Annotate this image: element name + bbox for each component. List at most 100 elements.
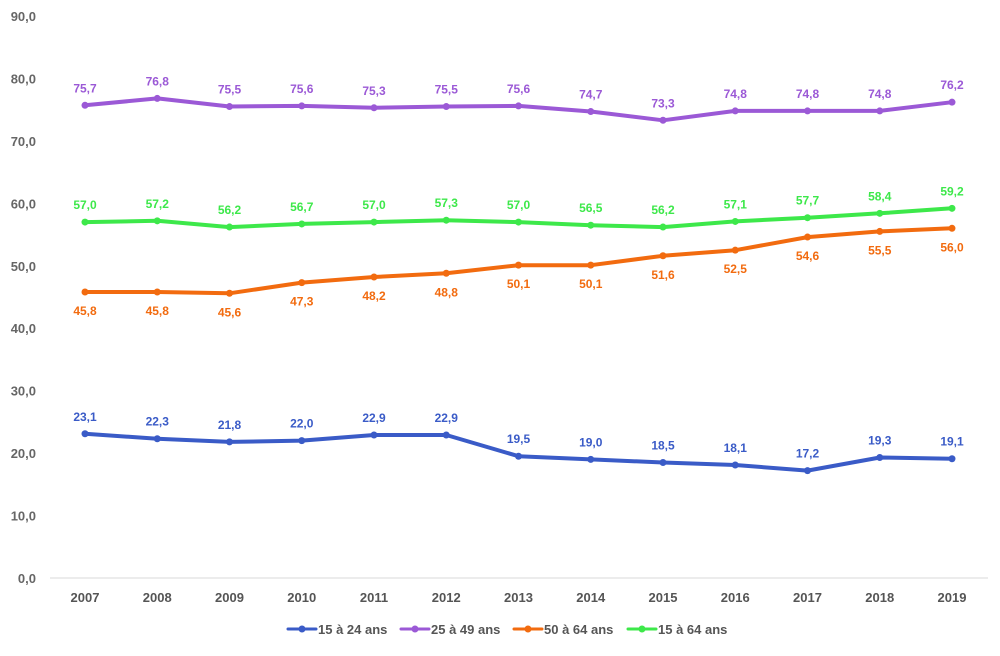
legend-item: 50 à 64 ans	[512, 622, 613, 637]
y-tick-label: 10,0	[11, 509, 36, 524]
x-tick-label: 2010	[287, 590, 316, 605]
data-point	[876, 209, 884, 217]
data-point	[948, 224, 956, 232]
series-layer: 23,1 22,3 21,8 22,0 22,9 22,9 19,5 19,0 18,5 18,1…	[73, 74, 964, 475]
data-point	[370, 218, 378, 226]
data-point	[370, 273, 378, 281]
data-point	[153, 94, 161, 102]
data-label: 19,5	[507, 432, 531, 446]
data-label: 19,0	[579, 435, 603, 449]
data-point	[804, 233, 811, 241]
data-label: 21,8	[218, 418, 242, 432]
data-label: 54,6	[796, 249, 820, 263]
data-label: 52,5	[724, 262, 748, 276]
data-label: 75,3	[362, 84, 386, 98]
data-label: 48,8	[435, 285, 459, 299]
data-label: 76,8	[146, 74, 170, 88]
series-1: 23,1 22,3 21,8 22,0 22,9 22,9 19,5 19,0 18,5 18,1…	[73, 410, 964, 475]
y-tick-label: 40,0	[11, 321, 36, 336]
data-label: 57,2	[146, 197, 170, 211]
data-point	[659, 223, 667, 231]
y-tick-label: 70,0	[11, 134, 36, 149]
data-point	[153, 288, 161, 296]
legend-label: 15 à 64 ans	[658, 622, 727, 637]
data-point	[948, 455, 956, 463]
y-tick-label: 50,0	[11, 259, 36, 274]
data-point	[370, 431, 378, 439]
data-label: 58,4	[868, 189, 892, 203]
y-tick-label: 80,0	[11, 71, 36, 86]
data-point	[948, 98, 956, 106]
y-axis: 0,0 10,0 20,0 30,0 40,0 50,0 60,0 70,0 80,0 90,0	[11, 9, 36, 586]
x-tick-label: 2014	[576, 590, 606, 605]
data-label: 23,1	[73, 410, 97, 424]
data-point	[731, 246, 739, 254]
data-label: 59,2	[940, 184, 964, 198]
x-tick-label: 2018	[865, 590, 894, 605]
data-point	[804, 107, 811, 115]
data-label: 74,8	[796, 87, 820, 101]
data-point	[804, 214, 811, 222]
data-point	[587, 221, 595, 229]
data-point	[876, 453, 884, 461]
data-label: 74,8	[868, 87, 892, 101]
data-point	[515, 218, 522, 226]
x-tick-label: 2015	[649, 590, 678, 605]
data-label: 75,7	[73, 81, 97, 95]
data-point	[370, 104, 378, 112]
data-label: 22,3	[146, 415, 170, 429]
data-label: 55,5	[868, 243, 892, 257]
series-3: 45,8 45,8 45,6 47,3 48,2 48,8 50,1 50,1 51,6 52,5…	[73, 224, 964, 319]
data-point	[298, 437, 306, 445]
legend-item: 15 à 24 ans	[286, 622, 387, 637]
legend: 15 à 24 ans 25 à 49 ans 50 à 64 ans 15 à 64…	[286, 622, 727, 637]
data-point	[731, 217, 739, 225]
data-label: 47,3	[290, 295, 314, 309]
x-tick-label: 2011	[360, 590, 388, 605]
data-label: 18,1	[724, 441, 748, 455]
data-label: 50,1	[507, 277, 531, 291]
data-point	[948, 204, 956, 212]
data-point	[442, 103, 450, 111]
data-point	[81, 218, 89, 226]
legend-label: 15 à 24 ans	[318, 622, 387, 637]
legend-item: 15 à 64 ans	[626, 622, 727, 637]
x-tick-label: 2008	[143, 590, 172, 605]
data-point	[804, 467, 811, 475]
data-point	[876, 107, 884, 115]
data-label: 19,1	[940, 435, 964, 449]
y-tick-label: 30,0	[11, 384, 36, 399]
data-point	[731, 461, 739, 469]
y-tick-label: 90,0	[11, 9, 36, 24]
data-label: 22,0	[290, 417, 314, 431]
y-tick-label: 0,0	[18, 571, 36, 586]
data-label: 57,7	[796, 194, 820, 208]
data-label: 57,1	[724, 197, 748, 211]
data-label: 56,0	[940, 240, 964, 254]
data-point	[442, 431, 450, 439]
data-label: 22,9	[362, 411, 386, 425]
data-point	[226, 223, 233, 231]
data-point	[587, 261, 595, 269]
data-label: 75,5	[218, 83, 242, 97]
data-label: 50,1	[579, 277, 603, 291]
data-label: 76,2	[940, 78, 964, 92]
data-point	[587, 108, 595, 116]
data-point	[442, 269, 450, 277]
data-label: 45,6	[218, 305, 242, 319]
data-point	[659, 252, 667, 260]
x-tick-label: 2019	[938, 590, 967, 605]
x-tick-label: 2013	[504, 590, 533, 605]
data-label: 45,8	[146, 304, 170, 318]
data-point	[226, 438, 233, 446]
data-label: 73,3	[651, 96, 675, 110]
x-tick-label: 2007	[71, 590, 100, 605]
data-label: 18,5	[651, 438, 675, 452]
data-point	[226, 103, 233, 111]
data-point	[81, 430, 89, 438]
x-tick-label: 2017	[793, 590, 822, 605]
series-4: 57,0 57,2 56,2 56,7 57,0 57,3 57,0 56,5 56,2 57,1…	[73, 184, 964, 231]
x-tick-label: 2009	[215, 590, 244, 605]
x-tick-label: 2016	[721, 590, 750, 605]
data-label: 56,2	[218, 203, 242, 217]
